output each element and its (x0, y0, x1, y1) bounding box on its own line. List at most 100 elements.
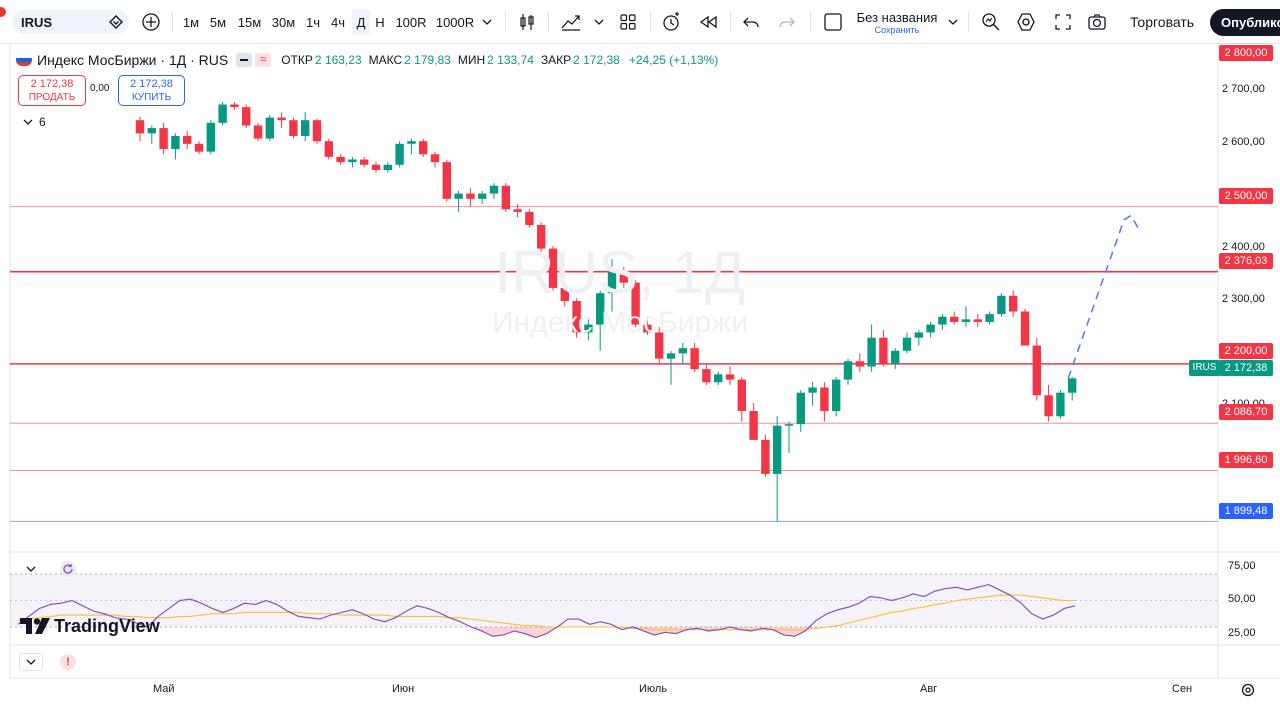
rsi-ma-line (17, 594, 1075, 631)
layout-checkbox-icon[interactable] (822, 9, 844, 35)
last-price-label: 2 172,38 (1219, 360, 1273, 376)
buy-price: 2 172,38 (130, 78, 173, 90)
redo-icon[interactable] (776, 9, 798, 35)
candle-body (1056, 392, 1065, 417)
interval-4h[interactable]: 4ч (330, 14, 345, 30)
settings-icon[interactable] (1015, 9, 1037, 35)
candle-body (843, 361, 853, 380)
chevron-down-icon[interactable] (592, 9, 606, 35)
candle-body (985, 314, 994, 322)
brand-name: TradingView (54, 615, 160, 636)
candles-icon[interactable] (516, 9, 538, 35)
rsi-oversold-fill (675, 627, 687, 634)
screener-search-icon[interactable] (980, 9, 1002, 35)
layout-save-link[interactable]: Сохранить (874, 25, 920, 35)
indicators-icon[interactable] (559, 9, 583, 35)
interval-1h[interactable]: 1ч (305, 14, 320, 30)
rsi-reload-icon[interactable] (60, 561, 76, 577)
buy-button[interactable]: 2 172,38 КУПИТЬ (118, 75, 185, 106)
sell-label: ПРОДАТЬ (28, 92, 76, 103)
indicators-collapse[interactable]: 6 (18, 113, 48, 131)
legend-title[interactable]: Индекс МосБиржи · 1Д · RUS (37, 52, 229, 68)
pane-collapse-button[interactable] (19, 653, 43, 671)
divider (548, 12, 549, 32)
candle-body (513, 209, 522, 212)
candle-body (879, 337, 888, 364)
candle-body (194, 143, 204, 152)
tradingview-logo[interactable]: TradingView (20, 615, 160, 637)
candle-body (808, 387, 817, 393)
divider (810, 12, 811, 32)
candle-body (784, 424, 794, 426)
interval-5m[interactable]: 5м (209, 14, 227, 30)
chevron-down-icon (26, 566, 36, 572)
alert-icon[interactable] (660, 9, 682, 35)
templates-icon[interactable] (617, 9, 639, 35)
low-value: 2 133,74 (487, 53, 534, 67)
time-label-jun: Июн (392, 683, 415, 695)
interval-100r[interactable]: 100R (395, 14, 427, 30)
time-label-may: Май (153, 683, 175, 695)
candle-body (348, 159, 357, 163)
level-label-1899[interactable]: 1 899,48 (1219, 503, 1273, 519)
level-label-2500[interactable]: 2 500,00 (1219, 188, 1273, 204)
level-label-2086[interactable]: 2 086,70 (1219, 404, 1273, 420)
candle-body (206, 122, 215, 152)
candle-body (678, 348, 687, 354)
level-label-1996[interactable]: 1 996,60 (1219, 452, 1273, 468)
visibility-toggle-icon[interactable] (236, 53, 253, 67)
publish-button[interactable]: Опублико (1210, 9, 1280, 36)
layout-name[interactable]: Без названия Сохранить (852, 10, 942, 36)
candle-body (147, 128, 156, 134)
interval-week[interactable]: Н (375, 14, 385, 30)
high-value: 2 179,83 (404, 53, 451, 67)
sell-price: 2 172,38 (30, 78, 74, 90)
candle-body (761, 439, 770, 474)
high-label: МАКС (368, 53, 403, 67)
interval-30m[interactable]: 30м (271, 14, 296, 30)
camera-icon[interactable] (1086, 9, 1108, 35)
interval-1000r[interactable]: 1000R (435, 14, 475, 30)
interval-day[interactable]: Д (352, 9, 370, 35)
candle-body (961, 319, 971, 322)
level-label-2800[interactable]: 2 800,00 (1219, 45, 1273, 61)
fullscreen-icon[interactable] (1052, 9, 1074, 35)
interval-1m[interactable]: 1м (182, 14, 200, 30)
pair-compare-icon[interactable]: ≈ (255, 53, 272, 67)
interval-15m[interactable]: 15м (237, 14, 262, 30)
candle-body (891, 350, 900, 364)
sell-button[interactable]: 2 172,38 ПРОДАТЬ (18, 75, 86, 106)
replay-icon[interactable] (697, 9, 719, 35)
divider (172, 12, 173, 32)
candle-body (371, 164, 381, 170)
open-label: ОТКР (281, 53, 313, 67)
candle-body (301, 120, 310, 136)
trade-button[interactable]: Торговать (1129, 14, 1195, 30)
axis-settings-icon[interactable] (1240, 682, 1256, 698)
symbol-options-icon[interactable] (108, 14, 124, 30)
level-label-2376[interactable]: 2 376,03 (1219, 253, 1273, 269)
projection-path (1067, 214, 1139, 379)
rsi-collapse-button[interactable] (19, 561, 43, 577)
compare-add-icon[interactable] (140, 9, 162, 35)
candle-body (643, 324, 652, 333)
russia-flag-icon (16, 54, 32, 66)
chevron-down-icon[interactable] (480, 9, 494, 35)
rsi-oversold-fill (503, 627, 515, 635)
candle-body (796, 392, 805, 425)
candle-body (749, 411, 758, 440)
error-alert-icon[interactable]: ! (60, 654, 76, 670)
chevron-down-icon (23, 119, 33, 125)
price-tick: 2 300,00 (1222, 293, 1265, 305)
level-label-2200[interactable]: 2 200,00 (1219, 343, 1273, 359)
candle-body (666, 353, 676, 359)
symbol-search[interactable]: IRUS (12, 10, 129, 34)
candle-body (855, 361, 864, 367)
undo-icon[interactable] (740, 9, 762, 35)
notification-dot (0, 7, 6, 17)
candle-body (737, 379, 746, 412)
candle-body (867, 337, 876, 367)
chevron-down-icon[interactable] (946, 9, 960, 35)
candle-body (560, 287, 569, 301)
